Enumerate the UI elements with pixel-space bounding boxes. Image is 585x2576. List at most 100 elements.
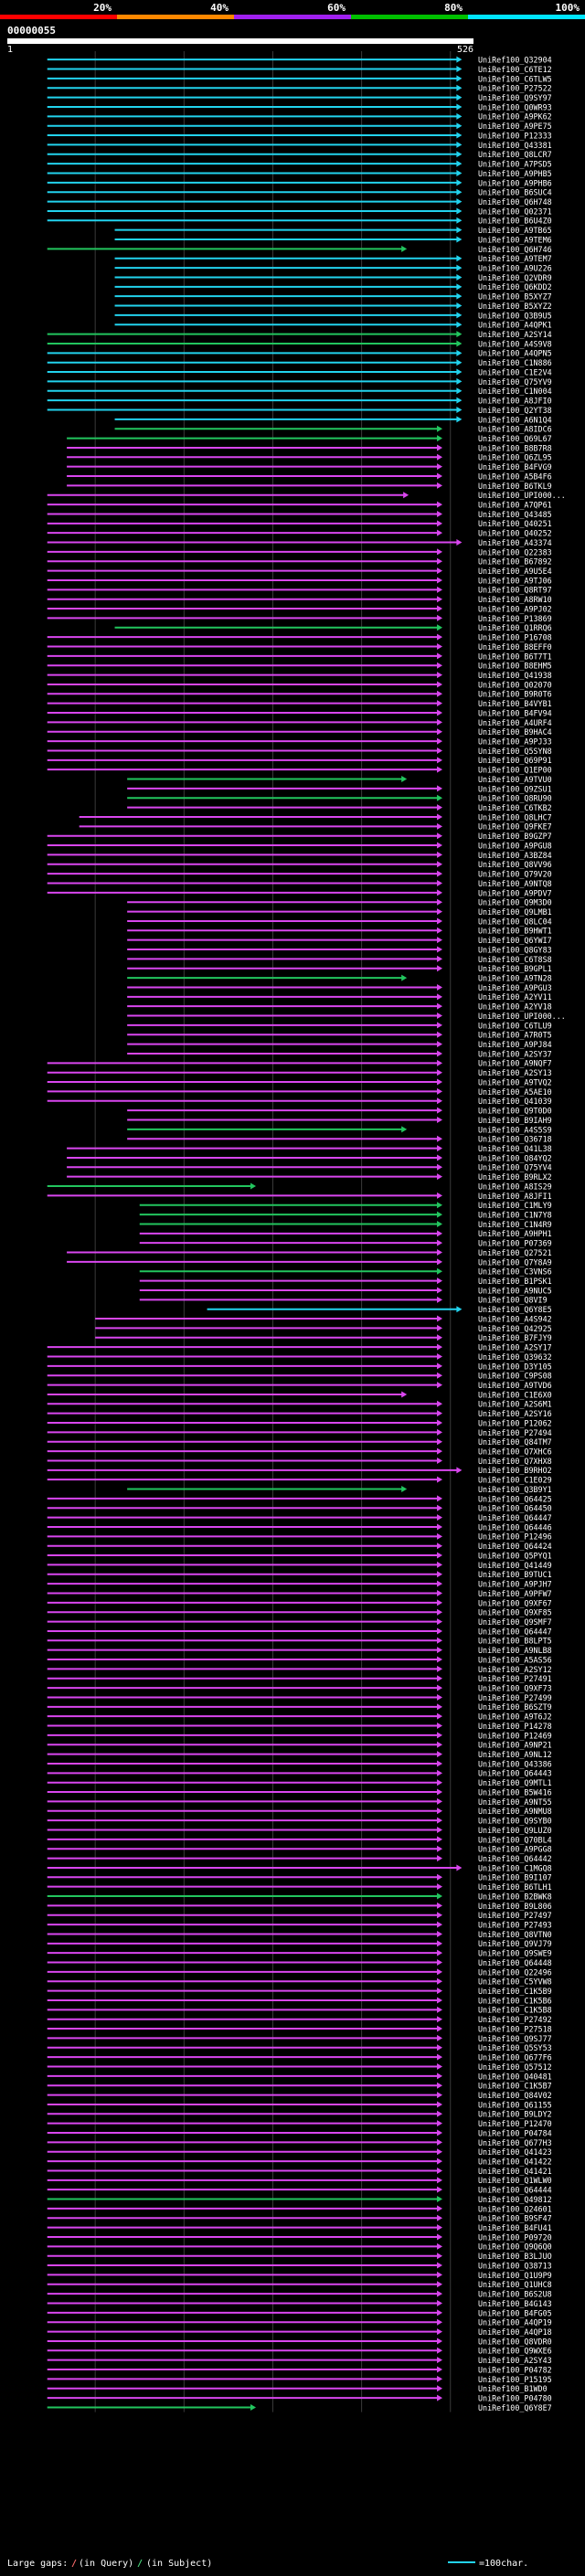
- hit-label: UniRef100_B9HAC4: [478, 727, 552, 737]
- hit-arrow: [437, 804, 443, 811]
- hit-label: UniRef100_Q6Y8E5: [478, 1305, 552, 1314]
- identity-scale-segment: [468, 15, 585, 19]
- hit-arrow: [437, 2328, 443, 2336]
- hit-arrow: [437, 1523, 443, 1531]
- hit-arrow: [437, 1532, 443, 1540]
- hit-label: UniRef100_Q9SMF7: [478, 1617, 552, 1627]
- hit-arrow: [437, 624, 443, 631]
- hit-label: UniRef100_Q64450: [478, 1504, 552, 1513]
- hit-arrow: [437, 2110, 443, 2117]
- hit-label: UniRef100_Q69P91: [478, 756, 552, 765]
- hit-label: UniRef100_P15195: [478, 2375, 552, 2384]
- hit-label: UniRef100_Q8RT97: [478, 586, 552, 595]
- hit-label: UniRef100_A8RW10: [478, 595, 552, 604]
- hit-label: UniRef100_C1K5B6: [478, 1996, 552, 2005]
- hit-label: UniRef100_C1K5B7: [478, 2082, 552, 2091]
- hit-arrow: [437, 1618, 443, 1626]
- hit-arrow: [437, 842, 443, 849]
- hit-arrow: [456, 198, 463, 206]
- hit-arrow: [437, 1571, 443, 1578]
- hit-arrow: [437, 444, 443, 451]
- hit-arrow: [437, 1249, 443, 1256]
- hit-label: UniRef100_B4FVG9: [478, 462, 552, 472]
- hit-arrow: [437, 1382, 443, 1389]
- hit-label: UniRef100_P13869: [478, 614, 552, 623]
- hit-arrow: [456, 151, 463, 158]
- hit-arrow: [437, 2196, 443, 2203]
- hit-label: UniRef100_A2YV11: [478, 992, 552, 1002]
- hit-label: UniRef100_B9GZP7: [478, 832, 552, 841]
- hit-label: UniRef100_P27492: [478, 2015, 552, 2024]
- hit-label: UniRef100_Q41039: [478, 1097, 552, 1106]
- hit-arrow: [437, 1050, 443, 1057]
- hit-arrow: [437, 2044, 443, 2051]
- hit-arrow: [437, 2242, 443, 2250]
- hit-arrow: [456, 1467, 463, 1474]
- hit-arrow: [437, 2281, 443, 2288]
- hit-arrow: [437, 1949, 443, 1956]
- hit-label: UniRef100_B1WD0: [478, 2384, 548, 2393]
- hit-label: UniRef100_Q9FKE7: [478, 822, 552, 832]
- hit-label: UniRef100_B9HWT1: [478, 927, 552, 936]
- hit-arrow: [437, 1097, 443, 1105]
- hit-label: UniRef100_A4QPN5: [478, 349, 552, 358]
- hit-label: UniRef100_B5XYZ2: [478, 302, 552, 311]
- query-start-label: 1: [7, 45, 13, 55]
- hit-label: UniRef100_D3Y105: [478, 1362, 552, 1371]
- hit-arrow: [456, 160, 463, 167]
- hit-label: UniRef100_B9R0T6: [478, 690, 552, 699]
- hit-arrow: [437, 1968, 443, 1976]
- hit-label: UniRef100_Q1WLW0: [478, 2176, 552, 2185]
- hit-label: UniRef100_Q6Y8E7: [478, 2403, 552, 2412]
- hit-arrow: [437, 453, 443, 461]
- hit-arrow: [437, 1693, 443, 1701]
- hit-label: UniRef100_A9PE75: [478, 122, 552, 131]
- legend-scale-text: =100char.: [479, 2559, 528, 2569]
- hit-label: UniRef100_Q9VJ79: [478, 1939, 552, 1948]
- hit-arrow: [437, 917, 443, 925]
- hit-label: UniRef100_C6TLW5: [478, 74, 552, 83]
- hit-label: UniRef100_B5XYZ7: [478, 292, 552, 302]
- hit-label: UniRef100_Q9SYB0: [478, 1817, 552, 1826]
- hit-label: UniRef100_Q9LUZ0: [478, 1826, 552, 1835]
- hit-label: UniRef100_Q5SY53: [478, 2043, 552, 2052]
- hit-label: UniRef100_A8JFI0: [478, 397, 552, 406]
- identity-scale-label: 100%: [556, 2, 580, 14]
- hit-label: UniRef100_Q41422: [478, 2157, 552, 2167]
- hit-label: UniRef100_C1E2V4: [478, 367, 552, 376]
- hit-label: UniRef100_A2SY13: [478, 1068, 552, 1077]
- hit-label: UniRef100_Q2YT38: [478, 406, 552, 415]
- hit-arrow: [437, 851, 443, 858]
- hit-label: UniRef100_A9PJH7: [478, 1580, 552, 1589]
- hit-arrow: [437, 2318, 443, 2326]
- hit-label: UniRef100_C1N7Y8: [478, 1211, 552, 1220]
- hit-label: UniRef100_A9PFW7: [478, 1589, 552, 1598]
- identity-scale-segment: [117, 15, 234, 19]
- hit-label: UniRef100_Q84V02: [478, 2091, 552, 2100]
- hit-label: UniRef100_Q02070: [478, 680, 552, 689]
- hit-arrow: [437, 2148, 443, 2156]
- hit-label: UniRef100_Q1EP00: [478, 766, 552, 775]
- hit-arrow: [437, 652, 443, 660]
- hit-arrow: [437, 605, 443, 612]
- hit-arrow: [437, 1912, 443, 1919]
- hit-arrow: [437, 1977, 443, 1985]
- hit-arrow: [456, 273, 463, 281]
- hit-arrow: [437, 1202, 443, 1209]
- legend-query-gap-text: (in Query): [79, 2559, 133, 2569]
- hit-arrow: [456, 368, 463, 376]
- hit-label: UniRef100_Q9LMB1: [478, 907, 552, 917]
- hit-label: UniRef100_Q9SJ77: [478, 2034, 552, 2043]
- hit-arrow: [437, 1135, 443, 1142]
- hit-arrow: [437, 1267, 443, 1275]
- hit-label: UniRef100_Q41L38: [478, 1144, 552, 1153]
- hit-label: UniRef100_A7R0T5: [478, 1031, 552, 1040]
- hit-label: UniRef100_B7FJY9: [478, 1333, 552, 1342]
- hit-label: UniRef100_P16708: [478, 633, 552, 642]
- hit-label: UniRef100_A9NL12: [478, 1750, 552, 1759]
- hit-label: UniRef100_Q02371: [478, 207, 552, 216]
- hit-label: UniRef100_Q8LHC7: [478, 812, 552, 822]
- hit-label: UniRef100_C3VNS6: [478, 1267, 552, 1277]
- hit-arrow: [437, 1400, 443, 1407]
- hit-arrow: [437, 2205, 443, 2212]
